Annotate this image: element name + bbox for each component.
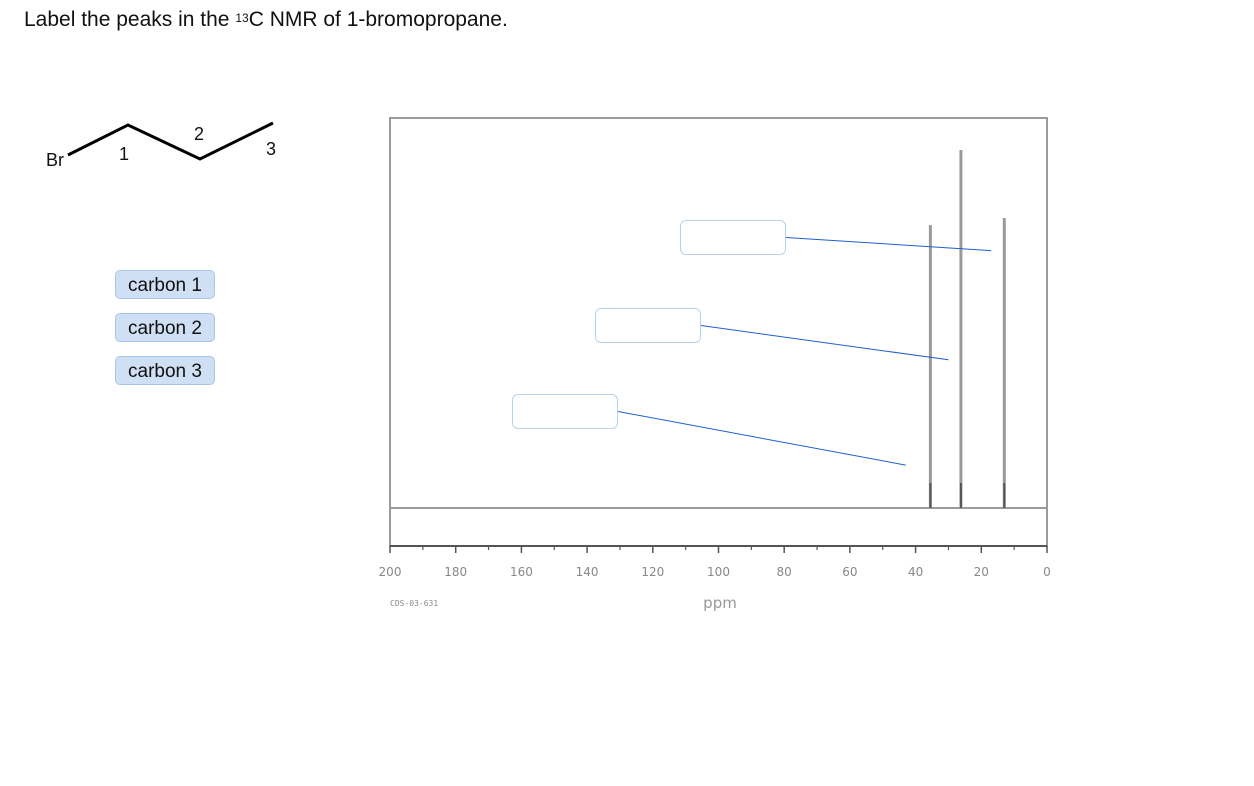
tile-carbon-1[interactable]: carbon 1 xyxy=(115,270,215,299)
spectrum-code: CDS-03-631 xyxy=(390,599,438,608)
x-tick-label: 140 xyxy=(576,565,599,579)
carbon-3-number: 3 xyxy=(266,139,277,159)
leader-line-3 xyxy=(617,411,906,466)
drop-zone-3[interactable] xyxy=(512,394,618,429)
bromine-label: Br xyxy=(46,150,64,170)
skeletal-formula xyxy=(67,121,274,161)
tile-carbon-2[interactable]: carbon 2 xyxy=(115,313,215,342)
x-tick-label: 0 xyxy=(1043,565,1051,579)
x-tick-label: 180 xyxy=(444,565,467,579)
x-tick-label: 80 xyxy=(777,565,792,579)
carbon-1-number: 1 xyxy=(119,144,130,164)
x-tick-label: 160 xyxy=(510,565,533,579)
tile-carbon-3[interactable]: carbon 3 xyxy=(115,356,215,385)
question-suffix: C NMR of 1-bromopropane. xyxy=(248,8,508,31)
x-tick-label: 60 xyxy=(842,565,857,579)
x-tick-label: 200 xyxy=(379,565,402,579)
x-tick-label: 40 xyxy=(908,565,923,579)
leader-line-2 xyxy=(700,325,949,361)
leader-line-1 xyxy=(785,237,992,252)
question-text: Label the peaks in the 13C NMR of 1-brom… xyxy=(24,6,508,34)
x-tick-label: 20 xyxy=(974,565,989,579)
x-tick-label: 120 xyxy=(641,565,664,579)
carbon-2-number: 2 xyxy=(194,124,205,144)
question-prefix: Label the peaks in the xyxy=(24,8,236,31)
x-axis-label: ppm xyxy=(703,594,737,612)
plot-frame xyxy=(389,117,1048,547)
carbon-chain-bonds xyxy=(67,121,274,161)
drop-zone-1[interactable] xyxy=(680,220,786,255)
x-tick-label: 100 xyxy=(707,565,730,579)
isotope-superscript: 13 xyxy=(235,11,249,25)
drop-zone-2[interactable] xyxy=(595,308,701,343)
molecule-structure: Br 1 2 3 xyxy=(40,112,290,187)
